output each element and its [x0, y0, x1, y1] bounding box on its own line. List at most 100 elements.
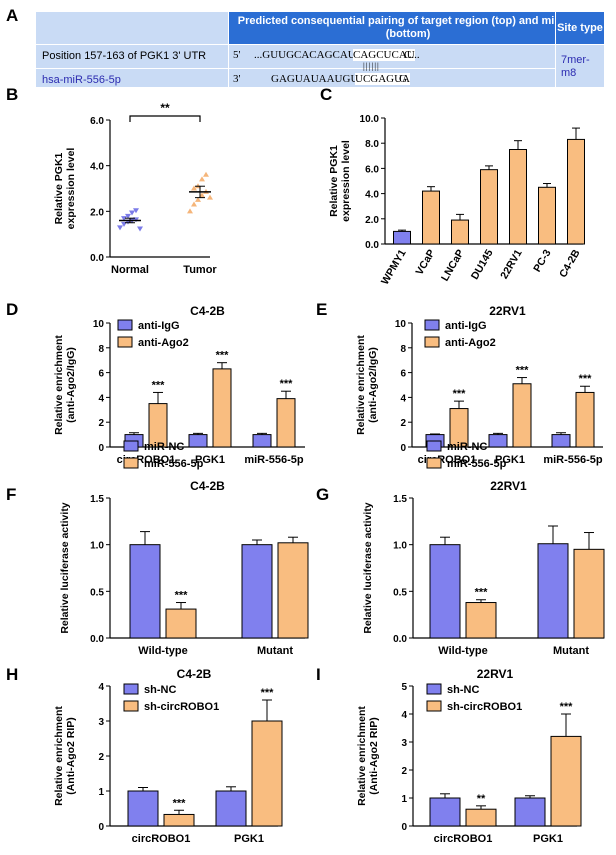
panel-letter-a: A — [6, 6, 19, 25]
significance-label-i: ** — [477, 793, 486, 805]
x-tick-label-h: circROBO1 — [132, 833, 191, 845]
significance-label-e: *** — [516, 365, 530, 377]
data-point-normal — [121, 216, 127, 222]
legend-label-anti-ago2: anti-Ago2 — [138, 337, 189, 349]
bar-mir-nc — [241, 544, 273, 639]
chart-title-h: C4-2B — [177, 667, 212, 681]
x-tick-label-h: PGK1 — [234, 833, 264, 845]
y-tick-label-g: 1.5 — [393, 494, 407, 505]
y-tick-label-c: 2.0 — [365, 215, 379, 226]
y-tick-label-i: 4 — [401, 710, 407, 721]
y-tick-label-g: 1.0 — [393, 541, 407, 552]
y-tick-label-f: 0.0 — [90, 634, 104, 645]
legend-label-sh-nc: sh-NC — [447, 684, 479, 696]
bar-mir-556-5p — [165, 608, 197, 639]
bar-sh-nc — [127, 790, 159, 827]
bar-anti-ago2 — [575, 391, 595, 448]
x-tick-label-c: LNCaP — [439, 248, 467, 284]
significance-label-b: ** — [160, 101, 170, 115]
bar-mir-556-5p — [277, 542, 309, 639]
bar-anti-igg — [252, 434, 272, 448]
significance-label-h: *** — [173, 797, 187, 809]
x-tick-label-f: Mutant — [257, 645, 293, 657]
panel-letter-i: I — [316, 665, 321, 684]
panel-letter-e: E — [316, 300, 327, 319]
significance-label-e: *** — [453, 388, 467, 400]
data-point-tumor — [207, 194, 213, 200]
bar-sh-nc — [514, 797, 546, 827]
panel-letter-b: B — [6, 85, 18, 104]
panel-letter-h: H — [6, 665, 18, 684]
y-tick-label-c: 0.0 — [365, 240, 379, 251]
bar-lncap — [451, 219, 469, 245]
legend-label-anti-igg: anti-IgG — [445, 320, 487, 332]
panel-letter-d: D — [6, 300, 18, 319]
y-tick-label-e: 6 — [400, 369, 406, 380]
bar-sh-circrobo1 — [550, 735, 582, 827]
chart-title-i: 22RV1 — [477, 667, 514, 681]
y-tick-label-e: 0 — [400, 443, 406, 454]
legend-label-sh-circrobo1: sh-circROBO1 — [144, 701, 219, 713]
y-tick-label-i: 1 — [401, 794, 407, 805]
y-axis-label-h: Relative enrichment — [53, 706, 65, 806]
bar-wpmy1 — [393, 230, 411, 245]
bar-sh-circrobo1 — [163, 813, 195, 827]
y-axis-label-b: expression level — [65, 148, 77, 230]
legend-label-anti-ago2: anti-Ago2 — [445, 337, 496, 349]
bar-sh-circrobo1 — [251, 720, 283, 827]
legend-swatch-anti-ago2 — [424, 336, 440, 348]
legend-swatch-mir-556-5p — [426, 457, 442, 469]
legend-label-mir-556-5p: miR-556-5p — [144, 458, 204, 470]
bar-mir-nc — [129, 544, 161, 639]
significance-label-f: *** — [175, 590, 189, 602]
y-tick-label-e: 2 — [400, 418, 406, 429]
legend-swatch-sh-circrobo1 — [426, 700, 442, 712]
chart-title-e: 22RV1 — [489, 304, 526, 318]
panel-letter-c: C — [320, 85, 332, 104]
chart-title-d: C4-2B — [190, 304, 225, 318]
y-tick-label-e: 8 — [400, 344, 406, 355]
y-tick-label-b: 6.0 — [90, 116, 104, 127]
y-axis-label-h: (Anti-Ago2 RIP) — [65, 717, 77, 795]
row2-sequence-pre: GAGUAUAAUGUUAC — [271, 73, 382, 85]
y-tick-label-f: 1.0 — [90, 541, 104, 552]
row2-sequence-post: G — [399, 73, 407, 85]
data-point-normal — [133, 208, 139, 214]
bar-mir-nc — [537, 543, 569, 639]
y-axis-label-b: Relative PGK1 — [53, 152, 65, 224]
bar-pc-3 — [538, 186, 556, 245]
bar-anti-ago2 — [276, 398, 296, 448]
y-tick-label-i: 2 — [401, 766, 407, 777]
row1-sequence-post: C... — [404, 49, 420, 61]
x-tick-label-d: miR-556-5p — [244, 454, 304, 466]
y-tick-label-h: 4 — [98, 682, 104, 693]
legend-swatch-mir-nc — [426, 440, 442, 452]
y-tick-label-f: 1.5 — [90, 494, 104, 505]
legend-swatch-mir-556-5p — [123, 457, 139, 469]
bar-vcap — [422, 190, 440, 245]
significance-bracket-b — [129, 115, 201, 122]
y-tick-label-d: 4 — [98, 393, 104, 404]
data-point-normal — [137, 226, 143, 232]
x-tick-label-b: Normal — [111, 264, 149, 276]
y-tick-label-f: 0.5 — [90, 587, 104, 598]
y-axis-label-c: expression level — [340, 140, 352, 222]
x-tick-label-e: miR-556-5p — [543, 454, 603, 466]
data-point-tumor — [203, 171, 209, 177]
y-axis-label-g: Relative luciferase activity — [362, 502, 374, 633]
x-tick-label-c: 22RV1 — [498, 247, 524, 281]
data-point-normal — [117, 225, 123, 231]
legend-label-sh-nc: sh-NC — [144, 684, 176, 696]
bar-anti-igg — [488, 434, 508, 448]
bar-sh-nc — [215, 790, 247, 827]
y-tick-label-b: 2.0 — [90, 207, 104, 218]
chart-title-f: C4-2B — [190, 479, 225, 493]
row1-label: Position 157-163 of PGK1 3' UTR — [42, 50, 207, 62]
bar-du145 — [480, 169, 498, 245]
y-axis-label-c: Relative PGK1 — [328, 145, 340, 217]
row1-sequence-site: CAGCUCAU — [353, 49, 415, 61]
table-header-site-type: Site type — [556, 12, 604, 44]
y-tick-label-e: 10 — [395, 319, 407, 330]
x-tick-label-e: PGK1 — [495, 454, 525, 466]
y-axis-label-e: Relative enrichment — [355, 335, 367, 435]
